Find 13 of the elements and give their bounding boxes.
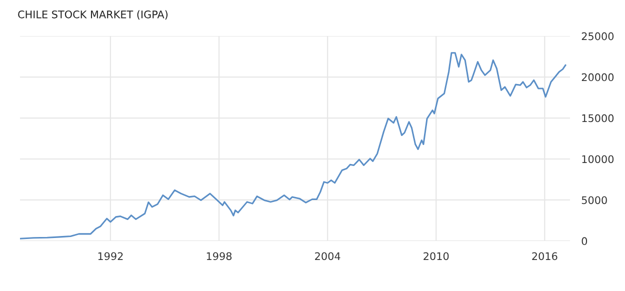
y-tick-label: 20000 — [582, 73, 614, 82]
chart-title: CHILE STOCK MARKET (IGPA) — [18, 10, 168, 20]
x-tick-label: 1998 — [206, 252, 232, 260]
x-tick-label: 2016 — [532, 252, 558, 260]
x-tick-label: 2004 — [315, 252, 340, 260]
y-tick-label: 0 — [582, 237, 588, 246]
line-series — [20, 52, 566, 240]
x-tick-label: 1992 — [98, 252, 123, 260]
y-tick-label: 15000 — [582, 114, 614, 122]
y-tick-label: 5000 — [582, 196, 607, 204]
y-tick-label: 25000 — [582, 32, 614, 40]
x-tick-label: 2010 — [424, 252, 449, 260]
y-tick-label: 10000 — [582, 155, 614, 164]
